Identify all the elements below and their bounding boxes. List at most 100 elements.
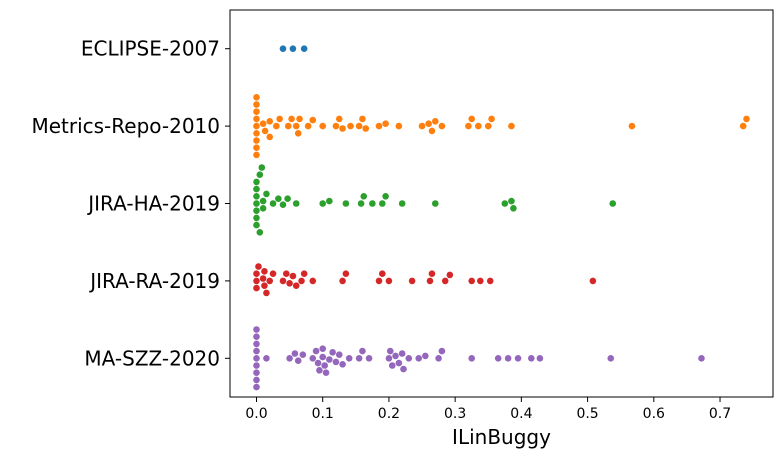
data-point [360,193,368,200]
data-point [431,200,439,207]
data-point [415,355,423,362]
data-point [253,284,260,292]
data-point [342,270,350,278]
data-point [298,277,305,285]
data-point [355,355,363,362]
data-point [379,270,386,278]
data-point [256,171,264,178]
data-point [261,282,268,290]
data-point [465,122,472,130]
data-point [253,130,260,137]
data-point [379,200,386,207]
data-point [253,355,260,362]
data-point [589,277,597,285]
data-point [321,362,328,369]
data-point [269,200,277,207]
data-point [253,277,260,285]
data-point [289,272,297,280]
data-point [468,355,476,362]
data-point [279,277,287,285]
y-tick-label: MA-SZZ-2020 [84,346,220,370]
data-point [385,355,393,362]
data-point [286,355,293,362]
data-point [261,127,269,135]
data-point [261,268,268,275]
data-point [253,333,260,341]
data-point [332,358,340,366]
data-point [263,190,270,198]
data-point [253,214,260,222]
data-point [319,353,327,361]
data-point [322,369,330,377]
data-point [276,115,283,123]
plot-frame [229,9,774,398]
data-point [375,122,383,130]
data-point [486,277,494,285]
data-point [289,45,297,52]
data-point [253,115,260,123]
data-point [266,118,274,125]
data-point [609,200,617,207]
x-tick-label: 0.2 [378,406,400,422]
data-point [309,116,317,124]
data-point [314,359,322,367]
data-point [607,355,615,362]
data-point [253,94,260,101]
data-point [508,197,515,205]
data-point [288,115,295,123]
data-point [475,122,482,130]
data-point [405,355,413,362]
data-point [428,127,436,135]
data-point [431,118,439,125]
data-point [339,125,346,132]
data-point [395,122,403,130]
data-point [501,200,509,207]
data-point [319,200,327,207]
data-point [382,120,389,127]
data-point [309,277,317,285]
data-point [398,350,406,357]
data-point [435,355,442,362]
data-point [319,122,327,130]
data-point [400,365,407,373]
data-point [468,277,476,285]
data-point [357,200,365,207]
data-point [743,115,750,123]
y-axis-ticks: ECLIPSE-2007 Metrics-Repo-2010 JIRA-HA-201… [31,37,230,370]
data-point [259,197,267,205]
data-point [292,200,300,207]
data-point [319,345,327,353]
data-point [300,45,308,52]
data-point [329,349,336,356]
data-point [253,221,260,229]
data-point [510,205,517,212]
data-point [253,108,260,115]
data-point [425,120,432,127]
x-axis-label: ILinBuggy [452,425,551,449]
data-point [253,122,260,130]
data-point [422,352,429,360]
data-point [369,200,376,207]
data-point [484,122,492,130]
data-point [428,270,436,278]
data-point [345,355,353,362]
data-point [388,362,396,369]
data-point [253,383,260,391]
data-point [628,122,636,130]
x-tick-label: 0.7 [709,406,731,422]
data-point [253,178,260,186]
data-point [279,201,287,208]
data-point [253,270,260,278]
x-tick-label: 0.0 [245,406,267,422]
data-point [294,130,302,137]
data-point [263,289,270,297]
data-point [477,277,484,285]
x-tick-label: 0.6 [643,406,665,422]
data-point [332,122,340,130]
data-point [255,263,262,270]
data-point [259,275,267,282]
data-point [395,359,403,367]
data-point [536,355,544,362]
data-point [514,355,522,362]
data-point [292,282,300,290]
